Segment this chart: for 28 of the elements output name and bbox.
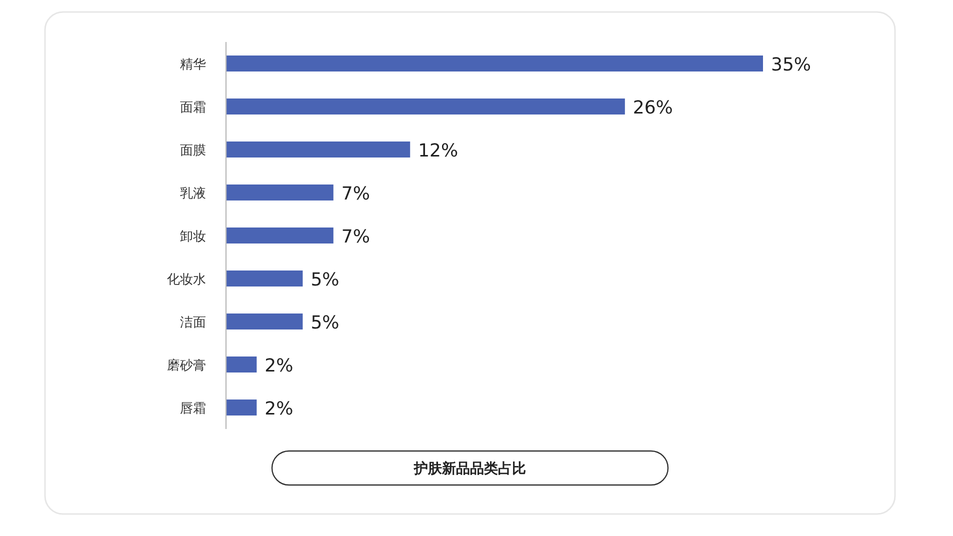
y-tick-label: 乳液 [180,186,206,202]
data-label: 35% [771,54,812,76]
y-tick-label: 面膜 [180,144,206,158]
data-label: 26% [632,98,673,118]
bar [226,228,334,244]
bar [226,142,410,158]
y-tick-label: 面霜 [180,100,206,116]
bar [226,400,257,416]
data-label: 7% [341,226,370,248]
bar [226,98,625,114]
y-tick-label: 卸妆 [180,230,206,244]
y-tick-label: 化妆水 [167,272,206,288]
y-tick-label: 洁面 [180,316,206,330]
y-tick-label: 精华 [180,58,206,72]
data-label: 7% [341,184,370,204]
text: 护肤新品品类占比 [413,460,526,477]
data-label: 2% [264,356,294,376]
bar [226,270,303,286]
bar [226,356,257,372]
y-tick-label: 唇霜 [180,402,206,416]
y-tick-label: 磨砂膏 [167,358,206,374]
bar [226,314,303,330]
data-label: 5% [310,270,340,290]
bar [226,184,334,200]
data-label: 5% [310,312,340,334]
data-label: 2% [264,398,294,420]
data-label: 12% [418,140,458,162]
bar [226,56,763,72]
